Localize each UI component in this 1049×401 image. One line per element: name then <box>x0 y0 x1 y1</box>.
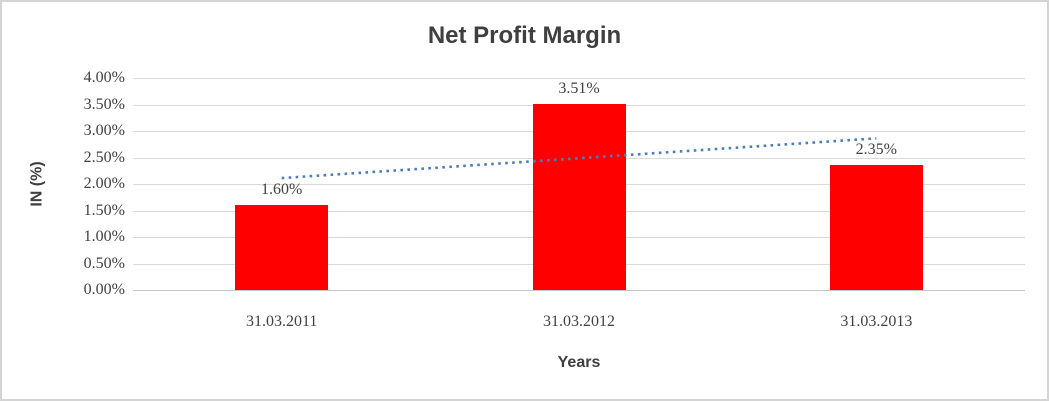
x-axis-title: Years <box>557 354 601 371</box>
y-tick-label: 3.50% <box>83 95 125 113</box>
data-label: 3.51% <box>558 79 600 97</box>
y-tick-label: 4.00% <box>83 69 125 86</box>
y-tick-label: 0.00% <box>83 281 125 298</box>
linear-trendline <box>281 137 877 180</box>
y-tick-label: 1.50% <box>83 201 125 219</box>
plot-area: 1.60% 3.51% 2.35% <box>133 78 1025 291</box>
x-axis-line <box>133 290 1025 291</box>
x-tick-label: 31.03.2013 <box>840 313 913 330</box>
y-tick-label: 0.50% <box>83 254 125 272</box>
y-axis-ticks: 0.00% 0.50% 1.00% 1.50% 2.00% 2.50% 3.00% 3.50%… <box>2 69 125 298</box>
bar-31.03.2012 <box>532 103 626 290</box>
y-tick-label: 3.00% <box>83 122 125 139</box>
y-tick-label: 2.50% <box>83 148 125 166</box>
data-label: 1.60% <box>260 181 303 199</box>
chart-title: Net Profit Margin <box>427 22 622 49</box>
bar-31.03.2011 <box>235 205 329 290</box>
x-tick-label: 31.03.2012 <box>542 313 615 330</box>
y-tick-label: 1.00% <box>83 228 125 245</box>
gridline <box>133 78 1025 79</box>
x-tick-label: 31.03.2011 <box>245 313 318 330</box>
bar-31.03.2013 <box>829 165 923 290</box>
x-axis-labels: 31.03.2011 31.03.2012 31.03.2013 <box>133 313 1025 333</box>
data-label: 2.35% <box>855 141 897 159</box>
y-tick-label: 2.00% <box>83 175 125 192</box>
